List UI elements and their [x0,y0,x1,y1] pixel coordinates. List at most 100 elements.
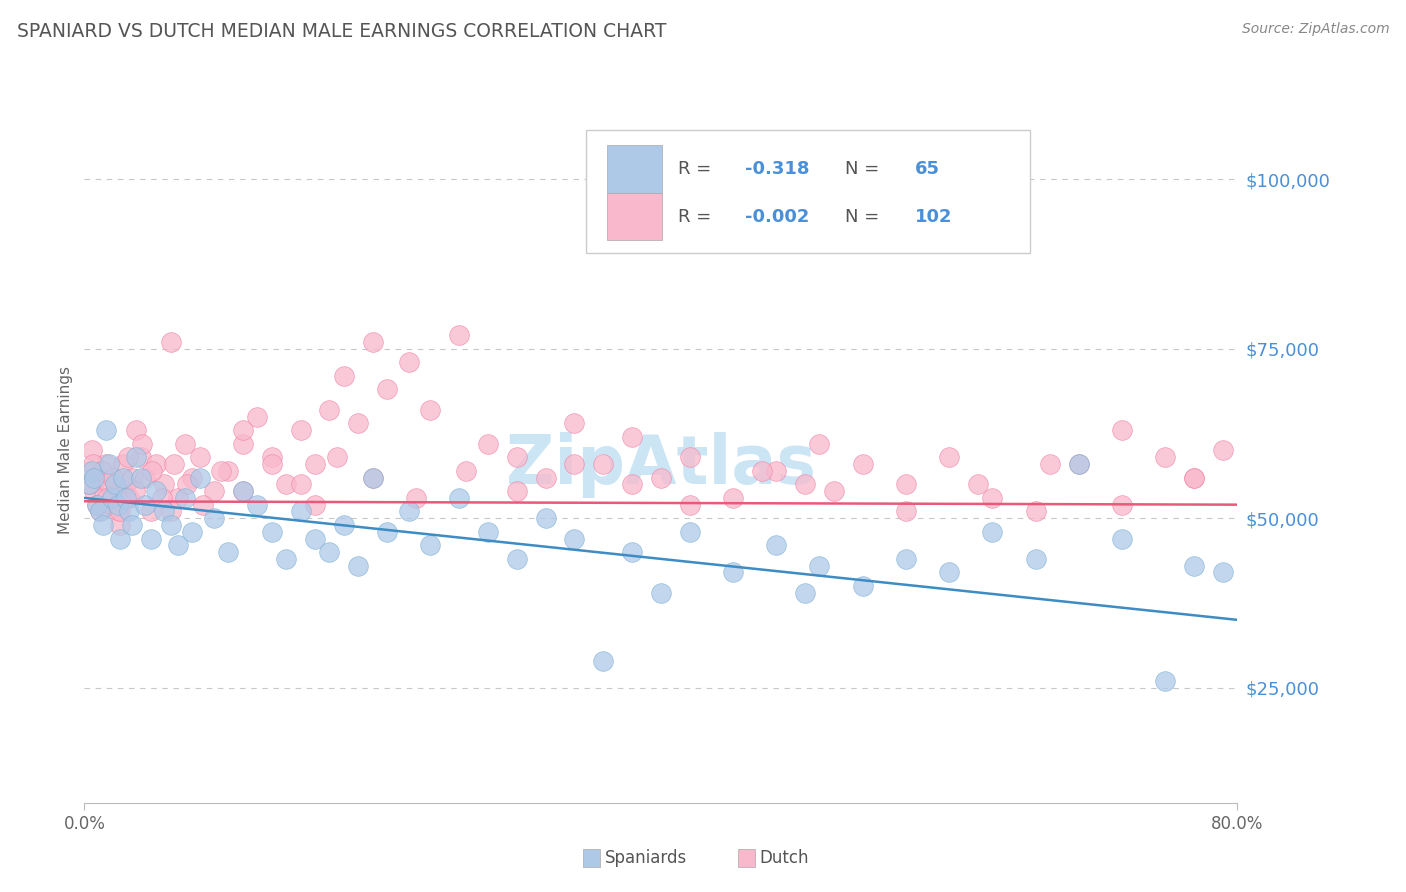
Point [361,470,384,484]
Point [794,586,817,600]
Point [260,457,283,471]
Point [304,457,326,471]
Point [97,477,120,491]
Point [94,457,117,471]
Point [163,457,186,471]
Point [121,518,143,533]
Point [232,423,254,437]
Point [1111,423,1133,437]
Point [304,498,326,512]
Point [721,491,744,505]
Point [100,491,122,505]
Point [82,457,104,471]
Point [276,552,298,566]
Point [167,538,190,552]
Point [1039,457,1062,471]
Point [117,450,139,465]
Point [1182,470,1205,484]
Point [564,532,586,546]
Point [218,464,240,478]
Point [1067,457,1090,471]
Point [808,558,831,573]
Point [621,430,644,444]
Point [246,498,269,512]
Point [477,436,499,450]
Point [89,504,111,518]
Point [86,498,108,512]
Point [121,470,143,484]
Point [112,470,135,484]
Point [1212,566,1234,580]
Point [80,443,103,458]
Point [894,477,917,491]
Point [325,450,347,465]
Point [477,524,499,539]
Point [110,532,132,546]
Point [290,477,312,491]
Point [449,328,471,343]
Y-axis label: Median Male Earnings: Median Male Earnings [58,367,73,534]
Point [592,457,614,471]
Point [103,470,124,484]
Point [89,504,111,518]
Point [794,477,817,491]
Point [405,491,427,505]
Point [981,524,1004,539]
Point [398,504,420,518]
Text: SPANIARD VS DUTCH MEDIAN MALE EARNINGS CORRELATION CHART: SPANIARD VS DUTCH MEDIAN MALE EARNINGS C… [17,22,666,41]
Point [145,484,167,499]
Point [347,558,370,573]
Point [361,334,384,349]
Point [347,417,370,431]
Point [181,470,204,484]
Point [1154,450,1177,465]
Point [118,491,141,505]
Point [160,334,183,349]
Point [852,457,875,471]
Point [139,532,162,546]
Point [361,470,384,484]
Point [91,491,114,505]
Point [110,518,132,533]
Point [181,524,204,539]
Point [134,498,156,512]
Point [621,477,644,491]
Point [100,498,122,512]
Text: 102: 102 [914,208,952,226]
Point [375,383,398,397]
Point [94,423,117,437]
Point [86,498,108,512]
Point [506,484,529,499]
Point [209,464,232,478]
Point [174,436,197,450]
Point [118,504,141,518]
Point [131,436,153,450]
Point [823,484,845,499]
Point [304,532,326,546]
Bar [606,193,662,241]
Point [176,477,198,491]
Text: Dutch: Dutch [759,849,808,867]
Point [112,457,135,471]
Text: -0.002: -0.002 [745,208,810,226]
Bar [606,145,662,194]
Point [894,504,917,518]
Point [260,450,283,465]
Point [564,417,586,431]
Point [129,450,152,465]
Point [1182,470,1205,484]
Point [115,491,138,505]
Point [894,552,917,566]
Point [145,457,167,471]
Point [260,524,283,539]
Point [290,504,312,518]
Point [1025,504,1047,518]
Point [981,491,1004,505]
Point [375,524,398,539]
Point [456,464,478,478]
Point [232,484,254,499]
Text: N =: N = [845,161,886,178]
Point [765,464,787,478]
Point [679,524,702,539]
Point [1111,532,1133,546]
